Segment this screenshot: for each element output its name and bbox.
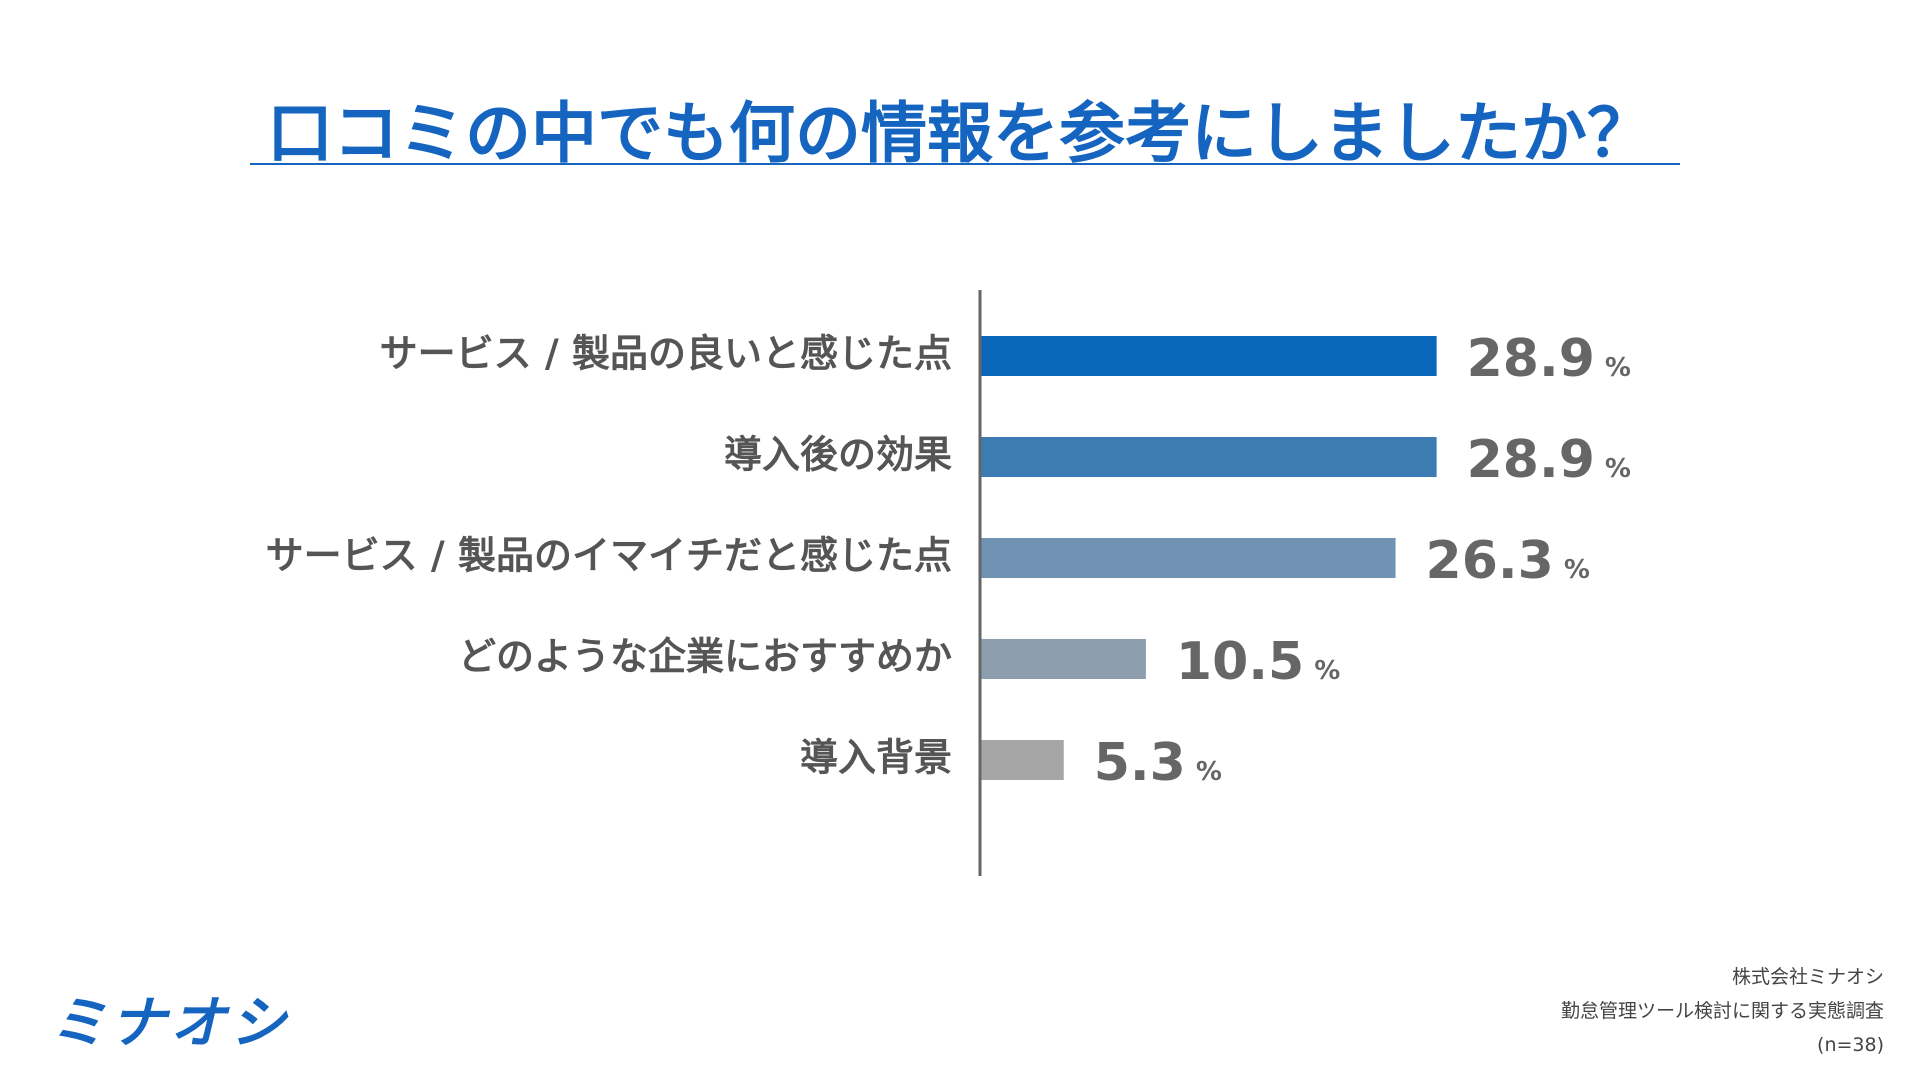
value-number: 26.3 bbox=[1426, 531, 1554, 591]
value-unit: % bbox=[1564, 555, 1590, 585]
value-number: 28.9 bbox=[1467, 329, 1595, 389]
title-underline bbox=[250, 163, 1680, 165]
footer-sample-size: (n=38) bbox=[1817, 1034, 1884, 1056]
value-label: 10.5% bbox=[1176, 632, 1340, 692]
value-unit: % bbox=[1605, 454, 1631, 484]
category-label: サービス / 製品の良いと感じた点 bbox=[380, 332, 952, 376]
footer-survey: 勤怠管理ツール検討に関する実態調査 bbox=[1560, 1000, 1884, 1022]
value-label: 28.9% bbox=[1467, 430, 1631, 490]
bar bbox=[980, 740, 1064, 780]
footer-source: 株式会社ミナオシ 勤怠管理ツール検討に関する実態調査 (n=38) bbox=[1561, 960, 1884, 1062]
bar bbox=[980, 538, 1396, 578]
category-label: 導入後の効果 bbox=[724, 433, 952, 477]
value-number: 5.3 bbox=[1094, 733, 1186, 793]
footer-company: 株式会社ミナオシ bbox=[1731, 966, 1884, 988]
category-label: サービス / 製品のイマイチだと感じた点 bbox=[266, 534, 952, 578]
value-unit: % bbox=[1605, 353, 1631, 383]
bar bbox=[980, 336, 1437, 376]
value-label: 26.3% bbox=[1426, 531, 1590, 591]
value-label: 5.3% bbox=[1094, 733, 1222, 793]
value-label: 28.9% bbox=[1467, 329, 1631, 389]
value-number: 10.5 bbox=[1176, 632, 1304, 692]
category-label: 導入背景 bbox=[800, 736, 952, 780]
bar bbox=[980, 437, 1437, 477]
category-label: どのような企業におすすめか bbox=[458, 635, 952, 679]
value-unit: % bbox=[1314, 656, 1340, 686]
minaoshi-logo: ミナオシ bbox=[50, 991, 290, 1056]
value-unit: % bbox=[1196, 757, 1222, 787]
value-number: 28.9 bbox=[1467, 430, 1595, 490]
chart-title: 口コミの中でも何の情報を参考にしましたか？ bbox=[267, 95, 1653, 172]
bar bbox=[980, 639, 1146, 679]
